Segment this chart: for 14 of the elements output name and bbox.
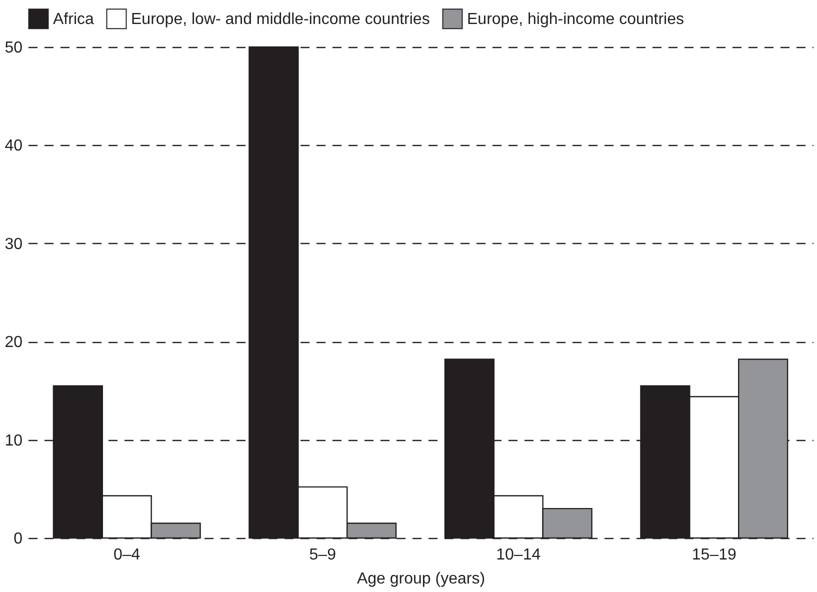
y-tick-label: 40	[4, 138, 23, 155]
x-tick-label: 5–9	[309, 546, 336, 564]
y-tick-label: 10	[4, 432, 23, 450]
y-tick-label: 20	[4, 334, 23, 352]
y-tick-label: 30	[4, 236, 23, 253]
y-tick-label: 50	[4, 40, 23, 56]
legend-label: Europe, low- and middle-income countries	[131, 10, 430, 28]
x-tick-label: 0–4	[114, 546, 140, 564]
x-axis-title: Age group (years)	[356, 570, 486, 588]
x-tick-label: 10–14	[496, 546, 541, 564]
legend-label: Africa	[53, 10, 94, 28]
x-tick-label: 15–19	[692, 546, 736, 564]
y-tick-label: 0	[14, 530, 23, 548]
legend-label: Europe, high-income countries	[467, 10, 684, 28]
